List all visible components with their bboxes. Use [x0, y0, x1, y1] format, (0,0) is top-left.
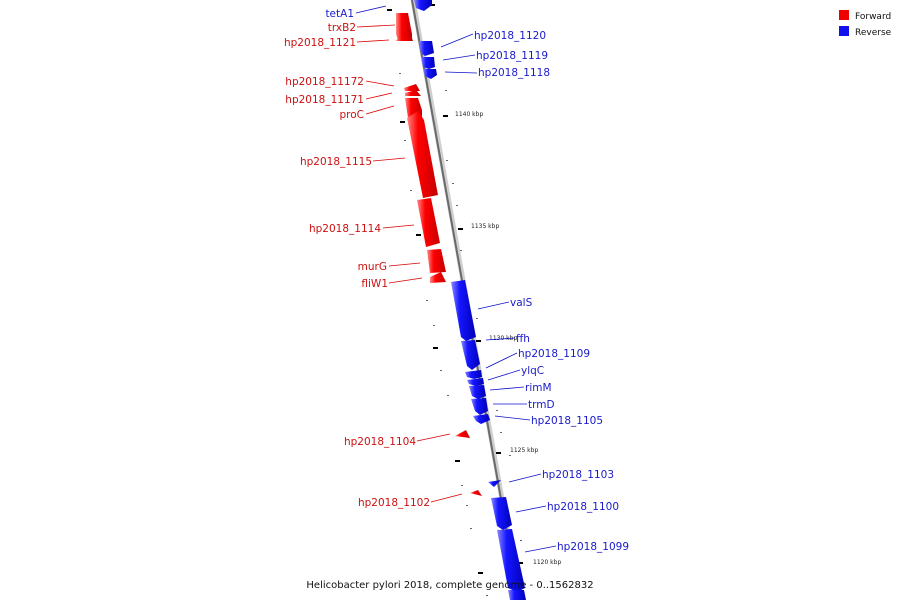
gene-hp2018_1100[interactable] — [491, 497, 512, 530]
reverse-leaders — [355, 5, 557, 553]
gene-label-hp2018_1103: hp2018_1103 — [542, 469, 614, 481]
gene-label-hp2018_1115: hp2018_1115 — [300, 156, 372, 168]
gene-label-hp2018_1121: hp2018_1121 — [284, 37, 356, 49]
gene-label-valS: valS — [510, 297, 533, 309]
tick-mark — [518, 562, 523, 564]
reverse-genes — [414, 0, 526, 600]
tick-mark — [458, 228, 463, 230]
legend-label-forward: Forward — [855, 12, 891, 22]
gene-label-hp2018_11172: hp2018_11172 — [285, 76, 364, 88]
gene-hp2018_11171[interactable] — [405, 90, 421, 96]
gene-hp2018_1120[interactable] — [419, 41, 434, 56]
tick-mark — [455, 460, 460, 462]
tick-label-1120: 1120 kbp — [533, 559, 561, 566]
gene-label-hp2018_1119: hp2018_1119 — [476, 50, 548, 62]
gene-label-ffh: ffh — [516, 333, 530, 345]
gene-label-hp2018_1100: hp2018_1100 — [547, 501, 619, 513]
tick-label-1140: 1140 kbp — [455, 111, 483, 118]
gene-label-ylqC: ylqC — [521, 365, 544, 377]
gene-label-proC: proC — [339, 109, 364, 121]
gene-rimM[interactable] — [469, 385, 486, 399]
gene-hp2018_1104[interactable] — [455, 430, 470, 438]
forward-genes — [396, 13, 482, 496]
gene-hp2018_1105[interactable] — [473, 414, 490, 424]
tick-label-1135: 1135 kbp — [471, 223, 499, 230]
tick-mark — [476, 340, 481, 342]
gene-trxB2[interactable] — [396, 13, 412, 40]
gene-label-hp2018_11171: hp2018_11171 — [285, 94, 364, 106]
genome-caption: Helicobacter pylori 2018, complete genom… — [306, 580, 593, 591]
gene-ffh[interactable] — [461, 340, 480, 370]
gene-label-tetA1: tetA1 — [325, 8, 354, 20]
tick-mark — [478, 572, 483, 574]
gene-murG[interactable] — [427, 249, 446, 273]
tick-mark — [433, 347, 438, 349]
gene-label-hp2018_1114: hp2018_1114 — [309, 223, 381, 235]
tick-mark — [387, 9, 392, 11]
tick-label-1125: 1125 kbp — [510, 447, 538, 454]
gene-tetA1[interactable] — [414, 0, 432, 11]
gene-label-hp2018_1118: hp2018_1118 — [478, 67, 550, 79]
gene-hp2018_1121[interactable] — [396, 38, 413, 41]
gene-label-hp2018_1104: hp2018_1104 — [344, 436, 416, 448]
tick-mark — [416, 234, 421, 236]
reverse-labels: tetA1 hp2018_1120 hp2018_1119 hp2018_111… — [325, 8, 629, 553]
tick-mark — [496, 452, 501, 454]
gene-label-fliW1: fliW1 — [361, 278, 388, 290]
gene-label-trmD: trmD — [528, 399, 555, 411]
gene-partial-bottom[interactable] — [508, 590, 526, 600]
gene-valS[interactable] — [451, 280, 476, 341]
gene-label-hp2018_1109: hp2018_1109 — [518, 348, 590, 360]
tick-mark — [400, 121, 405, 123]
gene-hp2018_1114[interactable] — [417, 198, 440, 247]
gene-label-trxB2: trxB2 — [328, 22, 356, 34]
legend-swatch-reverse — [839, 26, 849, 36]
legend-label-reverse: Reverse — [855, 28, 892, 38]
gene-hp2018_1103[interactable] — [488, 480, 501, 487]
gene-hp2018_1109[interactable] — [465, 370, 482, 379]
gene-fliW1[interactable] — [430, 272, 446, 283]
gene-trmD[interactable] — [471, 398, 488, 415]
legend-swatch-forward — [839, 10, 849, 20]
tick-mark — [430, 4, 435, 6]
gene-label-rimM: rimM — [525, 382, 552, 394]
gene-hp2018_1099[interactable] — [497, 529, 525, 592]
gene-label-hp2018_1099: hp2018_1099 — [557, 541, 629, 553]
gene-hp2018_1115[interactable] — [407, 111, 438, 198]
forward-labels: trxB2 hp2018_1121 hp2018_11172 hp2018_11… — [284, 22, 430, 509]
gene-label-hp2018_1120: hp2018_1120 — [474, 30, 546, 42]
gene-label-hp2018_1105: hp2018_1105 — [531, 415, 603, 427]
legend: Forward Reverse — [839, 10, 892, 38]
gene-hp2018_1118[interactable] — [423, 69, 437, 79]
gene-label-hp2018_1102: hp2018_1102 — [358, 497, 430, 509]
gene-hp2018_11172[interactable] — [404, 84, 420, 91]
gene-hp2018_1119[interactable] — [421, 57, 435, 69]
gene-label-murG: murG — [358, 261, 387, 273]
tick-mark — [443, 115, 448, 117]
gene-hp2018_1102[interactable] — [470, 490, 482, 496]
forward-leaders — [356, 24, 463, 503]
gene-ylqC[interactable] — [467, 378, 484, 386]
